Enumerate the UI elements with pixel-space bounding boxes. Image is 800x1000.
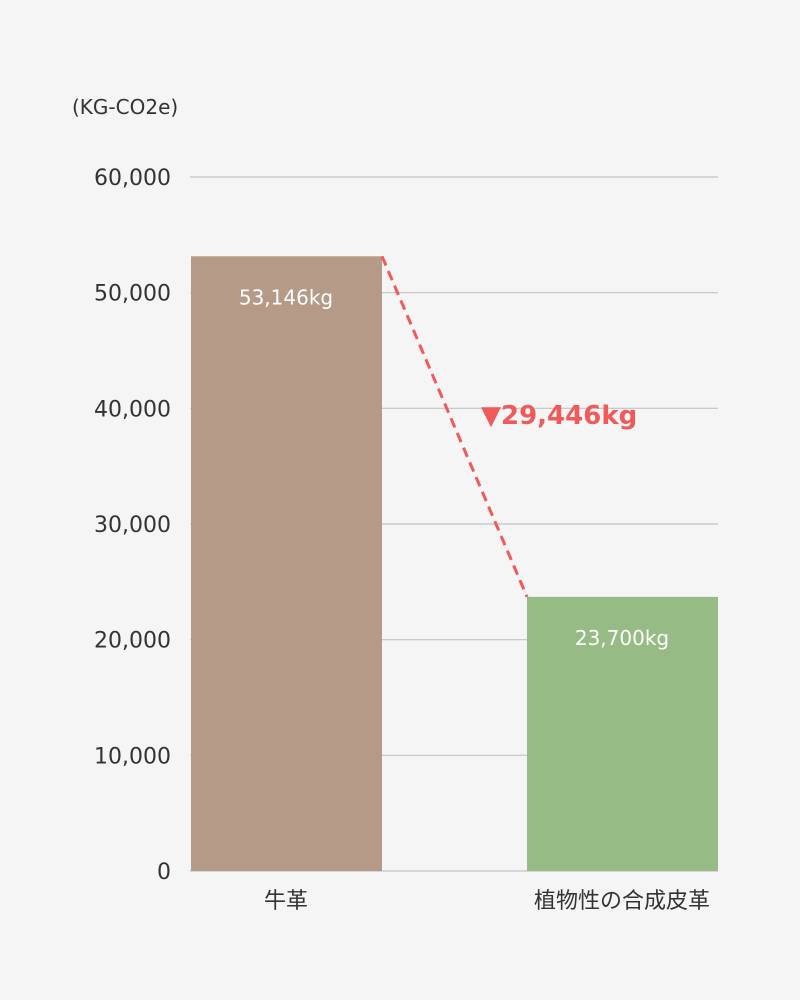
bar-value-label: 53,146kg (239, 285, 333, 309)
y-tick-label: 50,000 (94, 282, 171, 307)
y-tick-label: 10,000 (94, 744, 171, 769)
x-category-label: 牛革 (264, 889, 308, 914)
y-tick-label: 0 (157, 860, 171, 885)
bars: 53,146kg 23,700kg (191, 256, 718, 871)
y-tick-label: 40,000 (94, 397, 171, 422)
y-tick-label: 60,000 (94, 166, 171, 191)
y-axis-ticks: 0 10,000 20,000 30,000 40,000 50,000 60,000 (94, 166, 171, 885)
x-axis-categories: 牛革 植物性の合成皮革 (264, 889, 710, 914)
bar (527, 596, 718, 871)
bar-value-label: 23,700kg (575, 626, 669, 650)
difference-label: ▼29,446kg (481, 401, 637, 431)
y-axis-unit-label: (KG-CO2e) (72, 95, 178, 119)
difference-annotation: ▼29,446kg (380, 255, 637, 598)
bar (191, 256, 382, 871)
difference-dashed-line (380, 255, 529, 598)
x-category-label: 植物性の合成皮革 (534, 889, 710, 914)
y-tick-label: 30,000 (94, 513, 171, 538)
y-tick-label: 20,000 (94, 629, 171, 654)
